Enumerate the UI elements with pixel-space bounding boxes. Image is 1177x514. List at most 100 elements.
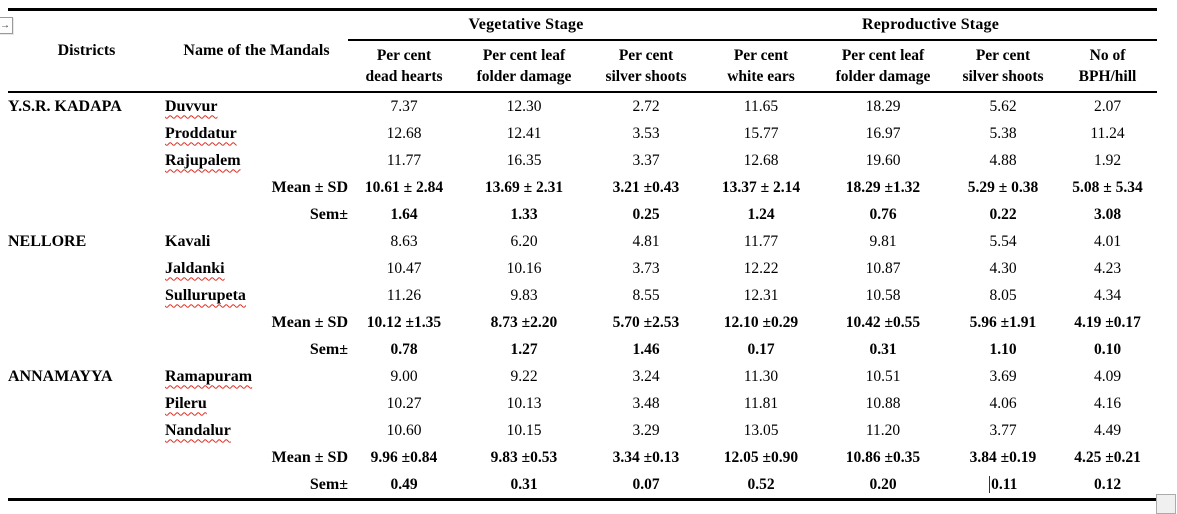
value-cell: 11.81 xyxy=(743,394,779,412)
value-cell: 3.73 xyxy=(632,259,660,277)
value-cell: 13.05 xyxy=(743,421,779,439)
col-subheader-0: Per cent dead hearts xyxy=(348,40,460,93)
district-cell xyxy=(8,147,165,174)
value-cell: 11.24 xyxy=(1090,124,1125,142)
sem-value: 0.11 xyxy=(948,471,1058,500)
value-cell: 19.60 xyxy=(865,151,901,169)
value-cell: 9.00 xyxy=(390,367,418,385)
sem-value: 0.52 xyxy=(747,475,775,493)
mandal-row: Y.S.R. KADAPA Duvvur 7.37 12.30 2.72 11.65 18.… xyxy=(8,92,1157,120)
sem-value: 1.33 xyxy=(510,205,538,223)
district-cell: ANNAMAYYA xyxy=(8,367,113,385)
value-cell: 11.30 xyxy=(743,367,779,385)
mean-sd-value: 9.83 ±0.53 xyxy=(490,448,558,466)
district-cell xyxy=(8,120,165,147)
value-cell: 11.20 xyxy=(865,421,901,439)
value-cell: 10.58 xyxy=(865,286,901,304)
sem-value: 1.27 xyxy=(510,340,538,358)
value-cell: 10.13 xyxy=(506,394,542,412)
mandal-row: Rajupalem 11.77 16.35 3.37 12.68 19.60 4.88 1.9… xyxy=(8,147,1157,174)
mean-sd-value: 10.42 ±0.55 xyxy=(845,313,921,331)
col-header-reproductive-stage: Reproductive Stage xyxy=(704,9,1158,41)
district-cell xyxy=(8,309,165,336)
sem-value: 0.31 xyxy=(510,475,538,493)
mean-sd-value: 5.29 ± 0.38 xyxy=(967,178,1039,196)
value-cell: 12.30 xyxy=(506,97,542,115)
value-cell: 10.16 xyxy=(506,259,542,277)
sem-value: 0.78 xyxy=(390,340,418,358)
value-cell: 5.38 xyxy=(989,124,1017,142)
sem-value: 1.10 xyxy=(989,340,1017,358)
mandal-row: Pileru 10.27 10.13 3.48 11.81 10.88 4.06 4.16 xyxy=(8,390,1157,417)
sem-row: Sem± 0.49 0.31 0.07 0.52 0.20 0.11 0.12 xyxy=(8,471,1157,500)
value-cell: 10.27 xyxy=(386,394,422,412)
value-cell: 11.77 xyxy=(743,232,779,250)
value-cell: 10.15 xyxy=(506,421,542,439)
district-cell xyxy=(8,444,165,471)
sem-row: Sem± 1.64 1.33 0.25 1.24 0.76 0.22 3.08 xyxy=(8,201,1157,228)
value-cell: 16.97 xyxy=(865,124,901,142)
table-resize-handle[interactable] xyxy=(1156,494,1176,514)
value-cell: 3.48 xyxy=(632,394,660,412)
sem-value: 3.08 xyxy=(1093,205,1122,223)
sub-header-row: Per cent dead hearts Per cent leaf folder d… xyxy=(8,40,1158,93)
mean-sd-value: 3.34 ±0.13 xyxy=(612,448,680,466)
value-cell: 12.68 xyxy=(743,151,779,169)
col-subheader-6: No of BPH/hill xyxy=(1058,40,1158,93)
value-cell: 8.05 xyxy=(989,286,1017,304)
col-subheader-4: Per cent leaf folder damage xyxy=(818,40,948,93)
district-cell xyxy=(8,390,165,417)
sem-value: 0.20 xyxy=(869,475,897,493)
value-cell: 4.49 xyxy=(1093,421,1122,439)
mean-sd-value: 5.96 ±1.91 xyxy=(969,313,1037,331)
value-cell: 6.20 xyxy=(510,232,538,250)
value-cell: 10.47 xyxy=(386,259,422,277)
value-cell: 4.30 xyxy=(989,259,1017,277)
value-cell: 4.23 xyxy=(1093,259,1122,277)
mean-sd-row: Mean ± SD 10.61 ± 2.84 13.69 ± 2.31 3.21 ±0… xyxy=(8,174,1157,201)
district-cell xyxy=(8,174,165,201)
sem-value: 0.12 xyxy=(1093,475,1122,493)
mandal-cell: Duvvur xyxy=(165,97,218,115)
mean-sd-value: 10.12 ±1.35 xyxy=(366,313,442,331)
col-subheader-1: Per cent leaf folder damage xyxy=(460,40,588,93)
value-cell: 4.06 xyxy=(989,394,1017,412)
col-subheader-5: Per cent silver shoots xyxy=(948,40,1058,93)
mean-sd-value: 13.69 ± 2.31 xyxy=(484,178,564,196)
value-cell: 16.35 xyxy=(506,151,542,169)
value-cell: 12.41 xyxy=(506,124,542,142)
sem-label: Sem± xyxy=(309,475,348,493)
mean-sd-value: 5.08 ± 5.34 xyxy=(1072,178,1143,196)
mandal-row: Sullurupeta 11.26 9.83 8.55 12.31 10.58 8.05 4.… xyxy=(8,282,1157,309)
mean-sd-value: 12.05 ±0.90 xyxy=(723,448,799,466)
value-cell: 7.37 xyxy=(390,97,418,115)
value-cell: 3.77 xyxy=(989,421,1017,439)
mean-sd-label: Mean ± SD xyxy=(271,178,348,196)
value-cell: 4.81 xyxy=(632,232,660,250)
value-cell: 15.77 xyxy=(743,124,779,142)
district-cell xyxy=(8,255,165,282)
mean-sd-value: 8.73 ±2.20 xyxy=(490,313,558,331)
district-cell xyxy=(8,471,165,500)
mandal-row: NELLORE Kavali 8.63 6.20 4.81 11.77 9.81 5.54 4.… xyxy=(8,228,1157,255)
mean-sd-value: 3.84 ±0.19 xyxy=(969,448,1037,466)
sem-value: 0.49 xyxy=(390,475,418,493)
value-cell: 2.72 xyxy=(632,97,660,115)
mandal-row: Jaldanki 10.47 10.16 3.73 12.22 10.87 4.30 4.23 xyxy=(8,255,1157,282)
data-table: Districts Name of the Mandals Vegetative… xyxy=(8,8,1158,501)
value-cell: 5.54 xyxy=(989,232,1017,250)
value-cell: 9.83 xyxy=(510,286,538,304)
sem-value: 0.22 xyxy=(989,205,1017,223)
district-cell: Y.S.R. KADAPA xyxy=(8,97,122,115)
value-cell: 3.24 xyxy=(632,367,660,385)
value-cell: 12.68 xyxy=(386,124,422,142)
mandal-row: Proddatur 12.68 12.41 3.53 15.77 16.97 5.38 11.… xyxy=(8,120,1157,147)
mean-sd-value: 10.86 ±0.35 xyxy=(845,448,921,466)
sem-value: 1.46 xyxy=(632,340,660,358)
sem-value: 0.31 xyxy=(869,340,897,358)
sem-value: 1.64 xyxy=(390,205,418,223)
value-cell: 4.34 xyxy=(1093,286,1122,304)
sem-value: 0.10 xyxy=(1093,340,1122,358)
mean-sd-value: 12.10 ±0.29 xyxy=(723,313,799,331)
mean-sd-label: Mean ± SD xyxy=(271,448,348,466)
